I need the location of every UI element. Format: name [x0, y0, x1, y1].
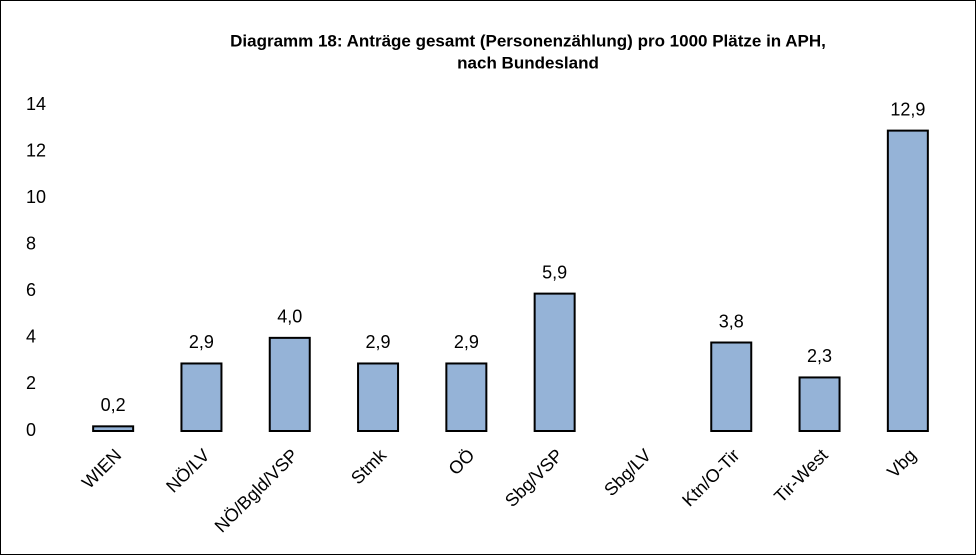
value-label: 4,0 — [277, 307, 302, 327]
value-label: 2,9 — [189, 332, 214, 352]
bar — [180, 362, 223, 433]
bar — [268, 336, 311, 433]
bar — [533, 292, 576, 432]
y-tick-label: 8 — [26, 233, 36, 253]
value-label: 3,8 — [719, 311, 744, 331]
value-label: 2,9 — [366, 332, 391, 352]
y-tick-label: 14 — [26, 94, 46, 114]
value-label: 0,2 — [101, 395, 126, 415]
value-label: 5,9 — [542, 262, 567, 282]
bar — [798, 376, 841, 433]
y-tick-label: 6 — [26, 280, 36, 300]
bar — [357, 362, 400, 433]
chart-title: Diagramm 18: Anträge gesamt (Personenzäh… — [230, 31, 826, 50]
y-tick-label: 10 — [26, 187, 46, 207]
bar — [710, 341, 753, 432]
y-tick-label: 0 — [26, 420, 36, 440]
value-label: 12,9 — [890, 99, 925, 119]
bar — [886, 129, 929, 432]
y-tick-label: 12 — [26, 140, 46, 160]
value-label: 2,9 — [454, 332, 479, 352]
y-tick-label: 2 — [26, 373, 36, 393]
bar — [92, 425, 135, 433]
bar — [445, 362, 488, 433]
chart-title: nach Bundesland — [457, 53, 599, 72]
value-label: 2,3 — [807, 346, 832, 366]
y-tick-label: 4 — [26, 327, 36, 347]
